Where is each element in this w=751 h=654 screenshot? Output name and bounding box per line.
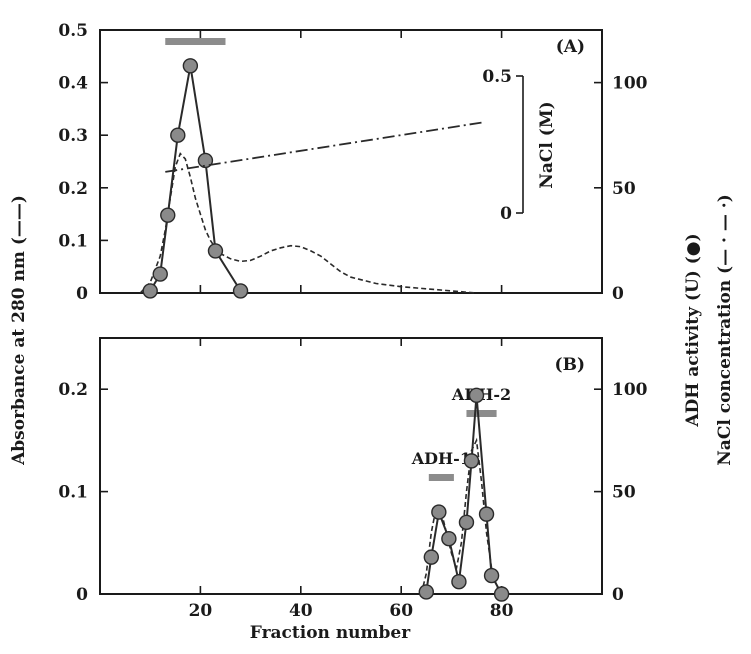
y-right-tick-label-b-0: 0 xyxy=(612,585,624,605)
nacl-gradient-line-a xyxy=(165,121,482,173)
y-left-tick-label-a-0: 0 xyxy=(76,284,88,304)
nacl-inset-scale: 0.5 0 NaCl (M) xyxy=(482,67,557,224)
activity-point-b-10 xyxy=(493,586,510,602)
y-right-tick-label-b-1: 50 xyxy=(612,483,636,503)
x-tick-label-3: 60 xyxy=(389,601,413,621)
pool-bar-a-0 xyxy=(165,38,226,45)
y-left-tick-label-a-3: 0.3 xyxy=(58,126,88,146)
y-left-tick-label-a-5: 0.5 xyxy=(58,21,88,41)
activity-point-a-2 xyxy=(160,207,176,223)
panel-b-label: (B) xyxy=(555,355,585,375)
panel-a-frame xyxy=(99,29,603,294)
activity-point-b-2 xyxy=(431,504,447,520)
activity-point-b-3 xyxy=(441,531,457,547)
y-left-tick-label-a-1: 0.1 xyxy=(58,231,88,251)
y-right-axis-title-nacl: NaCl concentration (— · — ·) xyxy=(715,194,735,465)
y-left-tick-label-a-2: 0.2 xyxy=(58,179,88,199)
activity-point-a-0 xyxy=(142,283,158,299)
activity-point-a-3 xyxy=(170,127,186,143)
activity-point-b-8 xyxy=(478,506,495,522)
y-left-tick-label-b-2: 0.2 xyxy=(58,380,88,400)
x-axis-title: Fraction number xyxy=(250,623,411,643)
y-right-tick-label-b-2: 100 xyxy=(612,380,648,400)
y-left-tick-label-b-1: 0.1 xyxy=(58,483,88,503)
x-tick-label-4: 80 xyxy=(490,601,514,621)
y-left-tick-label-a-4: 0.4 xyxy=(58,74,88,94)
pool-label-0: ADH-1 xyxy=(411,449,471,468)
activity-line-b xyxy=(425,395,503,595)
activity-line-a xyxy=(149,65,242,292)
pool-bar-b-0 xyxy=(428,474,454,481)
y-right-tick-label-a-0: 0 xyxy=(612,284,624,304)
activity-point-a-5 xyxy=(197,152,214,169)
x-tick-label-2: 40 xyxy=(289,601,313,621)
panel-b-frame xyxy=(99,337,603,595)
y-right-tick-label-a-1: 50 xyxy=(612,179,636,199)
activity-point-b-7 xyxy=(468,387,485,404)
y-left-tick-label-b-0: 0 xyxy=(76,585,88,605)
activity-point-b-6 xyxy=(463,453,480,469)
y-right-axis-title-activity: ADH activity (U) (●) xyxy=(683,233,703,427)
nacl-inset-tick-label-top: 0.5 xyxy=(482,67,512,87)
chart-marks: 0 0.1 0.2 0.3 0.4 0.5 0 50 100 20 40 60 80 0 0.1 0.2 0 50… xyxy=(58,21,647,621)
panel-a-label: (A) xyxy=(556,37,585,57)
x-tick-label-1: 20 xyxy=(189,601,213,621)
y-right-tick-label-a-2: 100 xyxy=(612,74,648,94)
pool-bar-b-1 xyxy=(466,410,497,417)
activity-point-b-1 xyxy=(423,549,440,565)
activity-point-a-1 xyxy=(152,266,168,282)
activity-point-a-4 xyxy=(182,58,199,74)
activity-point-a-6 xyxy=(207,243,224,259)
y-left-axis-title: Absorbance at 280 nm (——) xyxy=(9,195,29,466)
activity-point-b-0 xyxy=(418,584,434,600)
activity-point-a-7 xyxy=(232,283,249,299)
activity-point-b-5 xyxy=(458,514,475,531)
nacl-inset-title: NaCl (M) xyxy=(537,101,557,188)
absorbance-line-a xyxy=(139,152,477,294)
activity-point-b-4 xyxy=(451,574,467,590)
nacl-inset-tick-label-bottom: 0 xyxy=(500,204,512,224)
activity-point-b-9 xyxy=(483,567,500,584)
